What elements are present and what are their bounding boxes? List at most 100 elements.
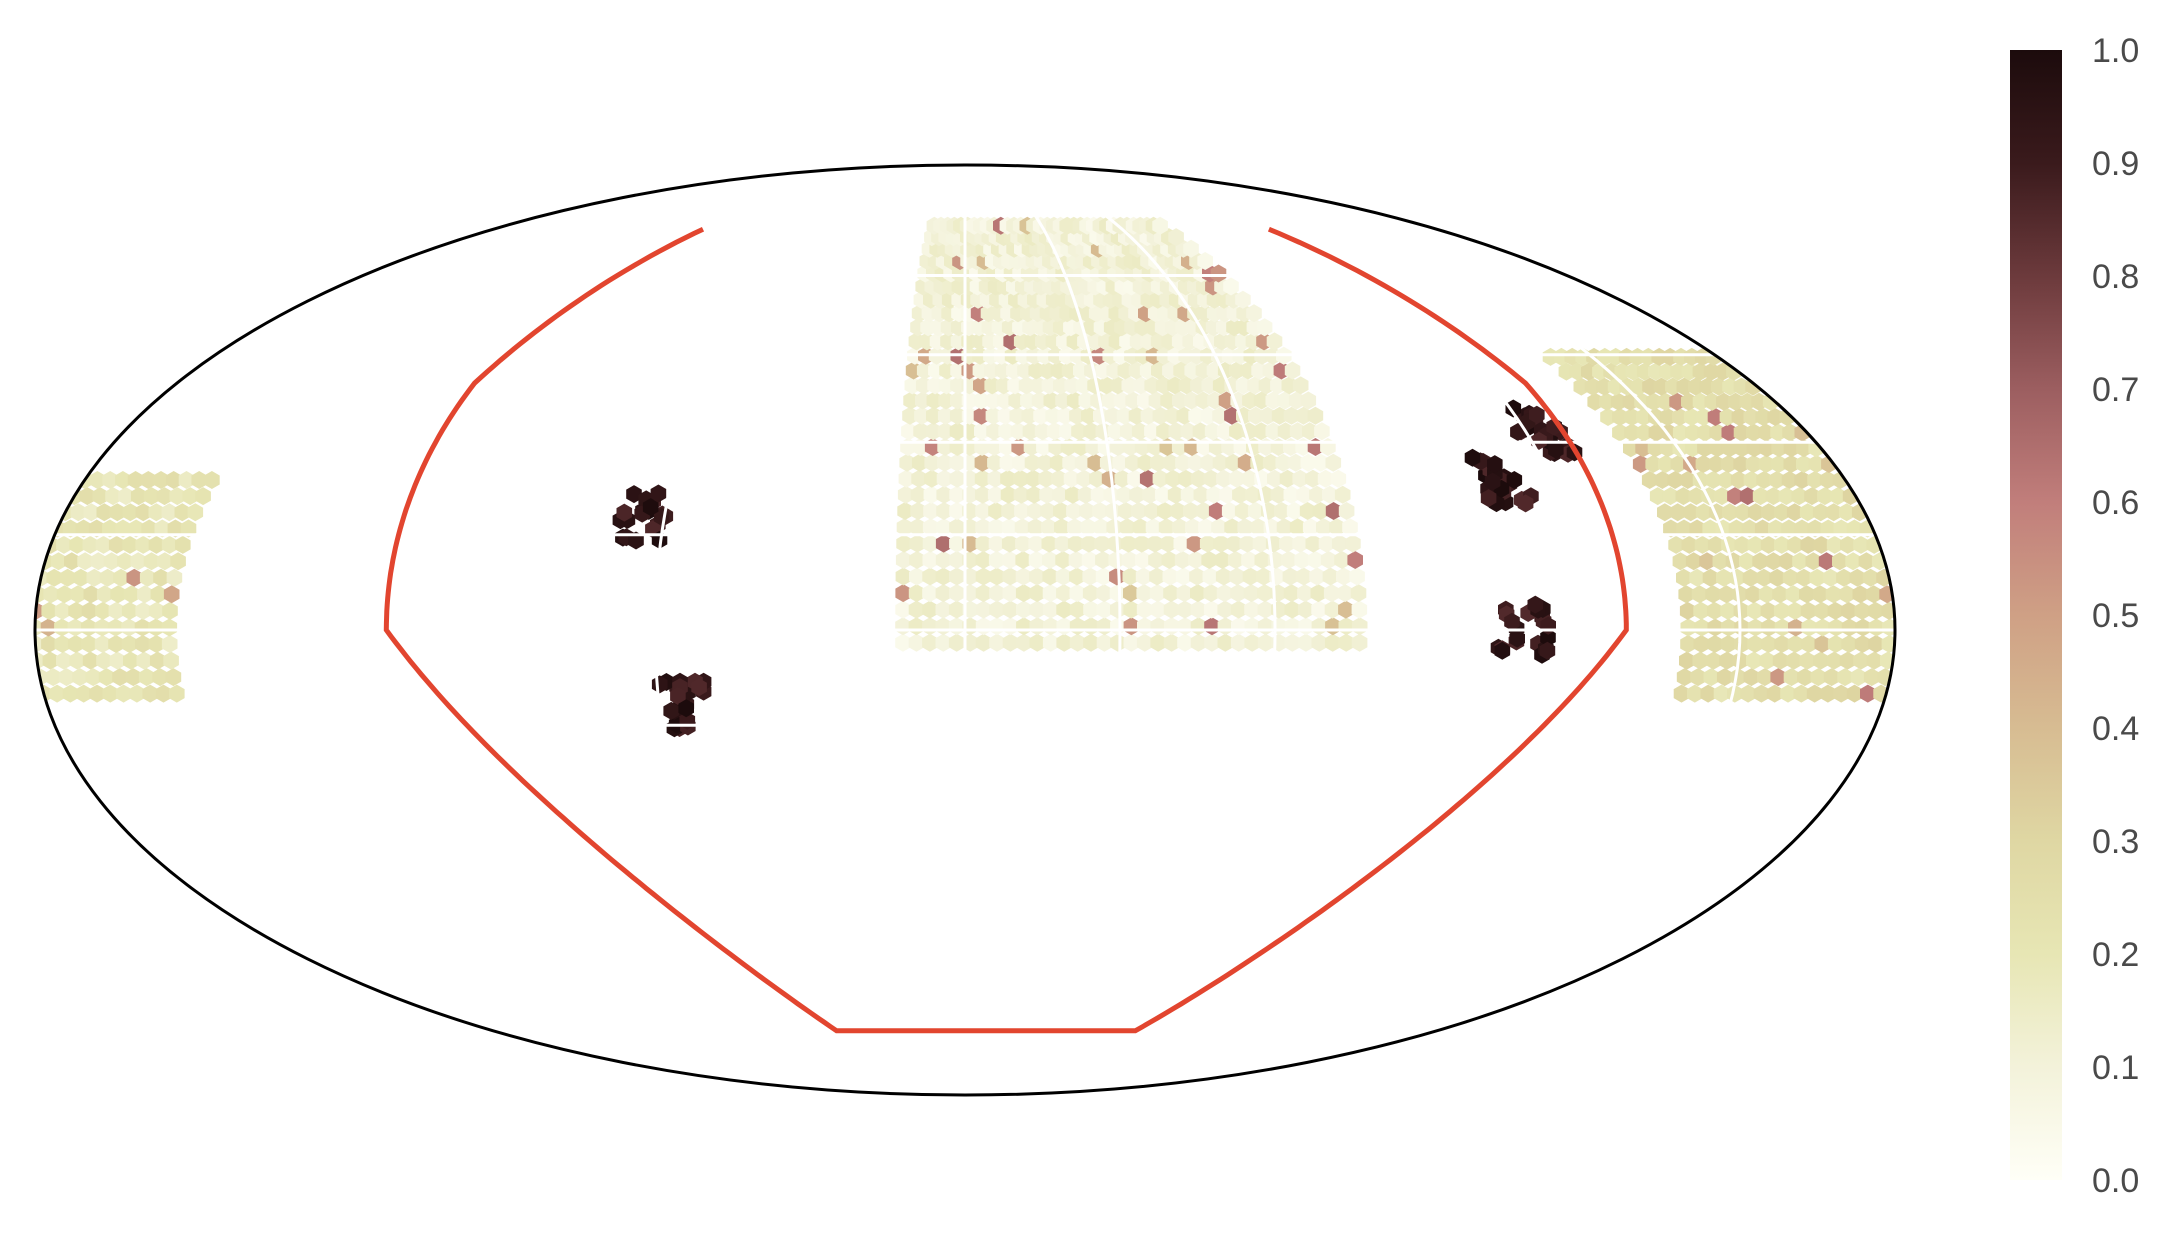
hexbin-cell bbox=[1731, 408, 1748, 426]
hexbin-cell bbox=[127, 471, 144, 489]
hexbin-cell bbox=[112, 668, 128, 687]
hexbin-cell bbox=[1284, 617, 1301, 636]
hexbin-cell bbox=[1721, 503, 1738, 522]
hexbin-cell bbox=[1107, 422, 1124, 441]
hexbin-cell bbox=[901, 422, 917, 441]
hexbin-cell bbox=[1206, 485, 1222, 504]
hexbin-cell bbox=[1527, 595, 1544, 614]
hexbin-cell bbox=[1255, 567, 1272, 586]
colorbar-tick-label: 0.4 bbox=[2092, 710, 2139, 748]
hexbin-cell bbox=[1648, 423, 1665, 442]
hexbin-cell bbox=[1770, 455, 1787, 473]
hexbin-cell bbox=[1114, 469, 1131, 488]
hexbin-cell bbox=[678, 699, 694, 718]
hexbin-cell bbox=[1685, 552, 1702, 571]
hexbin-cell bbox=[1217, 633, 1234, 652]
hexbin-cell bbox=[1312, 502, 1329, 520]
hexbin-cell bbox=[1733, 423, 1750, 442]
hexbin-cell bbox=[1069, 600, 1086, 619]
hexbin-cell bbox=[910, 502, 926, 520]
hexbin-cell bbox=[1281, 551, 1297, 569]
colorbar-tick-label: 0.3 bbox=[2092, 823, 2139, 861]
hexbin-cell bbox=[1770, 423, 1786, 442]
hexbin-cell bbox=[1720, 455, 1737, 473]
hexbin-cell bbox=[974, 453, 991, 472]
colorbar-tick-label: 0.5 bbox=[2092, 597, 2139, 635]
hexbin-cell bbox=[1839, 585, 1855, 604]
hexbin-cell bbox=[1283, 485, 1300, 504]
hexbin-cell bbox=[1190, 617, 1207, 636]
hexbin-cell bbox=[1199, 534, 1216, 553]
hexbin-cell bbox=[1271, 406, 1288, 425]
hexbin-cell bbox=[1171, 518, 1188, 537]
hexbin-cell bbox=[1273, 502, 1290, 520]
hexbin-cell bbox=[1284, 600, 1300, 619]
hexbin-cell bbox=[1204, 633, 1220, 652]
hexbin-cell bbox=[1720, 601, 1736, 620]
hexbin-cell bbox=[1167, 485, 1184, 504]
hexbin-cell bbox=[1814, 601, 1830, 620]
hexbin-cell bbox=[115, 519, 131, 538]
hexbin-cell bbox=[1610, 392, 1627, 411]
hexbin-cell bbox=[1758, 455, 1774, 473]
hexbin-cell bbox=[1000, 485, 1017, 504]
hexbin-cell bbox=[1062, 453, 1078, 472]
hexbin-cell bbox=[1487, 455, 1503, 474]
hexbin-cell bbox=[108, 635, 124, 653]
hexbin-cell bbox=[1770, 668, 1786, 687]
hexbin-cell bbox=[129, 684, 145, 703]
hexbin-cell bbox=[1845, 552, 1861, 571]
hexbin-cell bbox=[1287, 453, 1304, 472]
hexbin-cell bbox=[1009, 406, 1026, 425]
hexbin-cell bbox=[1082, 584, 1099, 603]
hexbin-cell bbox=[1148, 391, 1165, 410]
hexbin-cell bbox=[1110, 633, 1126, 652]
hexbin-cell bbox=[1334, 485, 1351, 504]
hexbin-cell bbox=[82, 651, 99, 670]
hexbin-cell bbox=[1679, 601, 1696, 620]
hexbin-cell bbox=[1720, 618, 1737, 637]
hexbin-cell bbox=[1096, 600, 1113, 619]
hexbin-cell bbox=[1176, 406, 1192, 425]
hexbin-cell bbox=[82, 535, 99, 554]
hexbin-cell bbox=[152, 668, 168, 687]
hexbin-cell bbox=[663, 701, 679, 720]
hexbin-cell bbox=[1176, 584, 1193, 603]
hexbin-cell bbox=[1120, 534, 1137, 553]
hexbin-cell bbox=[1649, 487, 1666, 506]
hexbin-cell bbox=[1325, 502, 1342, 520]
hexbin-cell bbox=[1289, 518, 1306, 537]
hexbin-cell bbox=[1632, 455, 1649, 473]
hexbin-cell bbox=[1168, 422, 1184, 441]
hexbin-cell bbox=[1716, 392, 1732, 411]
hexbin-cell bbox=[902, 406, 918, 425]
hexbin-cell bbox=[1068, 551, 1085, 569]
hexbin-cell bbox=[1612, 408, 1628, 426]
hexbin-cell bbox=[1192, 422, 1209, 441]
hexbin-cell bbox=[1021, 406, 1037, 425]
hexbin-cell bbox=[109, 651, 126, 670]
hexbin-cell bbox=[54, 618, 70, 637]
hexbin-cell bbox=[1852, 585, 1869, 604]
hexbin-cell bbox=[1700, 684, 1716, 703]
hexbin-cell bbox=[103, 552, 120, 571]
hexbin-cell bbox=[937, 453, 953, 472]
hexbin-cell bbox=[1324, 633, 1341, 652]
hexbin-cell bbox=[1506, 471, 1523, 489]
hexbin-cell bbox=[1799, 503, 1816, 522]
hexbin-cell bbox=[1302, 422, 1318, 441]
hexbin-cell bbox=[1149, 584, 1166, 603]
hexbin-cell bbox=[1309, 567, 1325, 586]
hexbin-cell bbox=[1162, 567, 1179, 586]
hexbin-cell bbox=[1043, 617, 1059, 636]
hexbin-cell bbox=[1783, 455, 1800, 473]
hexbin-cell bbox=[1853, 651, 1869, 670]
hexbin-cell bbox=[1311, 633, 1328, 652]
hexbin-cell bbox=[642, 498, 659, 517]
hexbin-cell bbox=[975, 633, 992, 652]
hexbin-cell bbox=[1347, 551, 1363, 569]
hexbin-cell bbox=[1720, 635, 1737, 653]
hexbin-cell bbox=[1747, 601, 1763, 620]
hexbin-cell bbox=[1753, 684, 1770, 703]
hexbin-cell bbox=[1587, 392, 1603, 411]
